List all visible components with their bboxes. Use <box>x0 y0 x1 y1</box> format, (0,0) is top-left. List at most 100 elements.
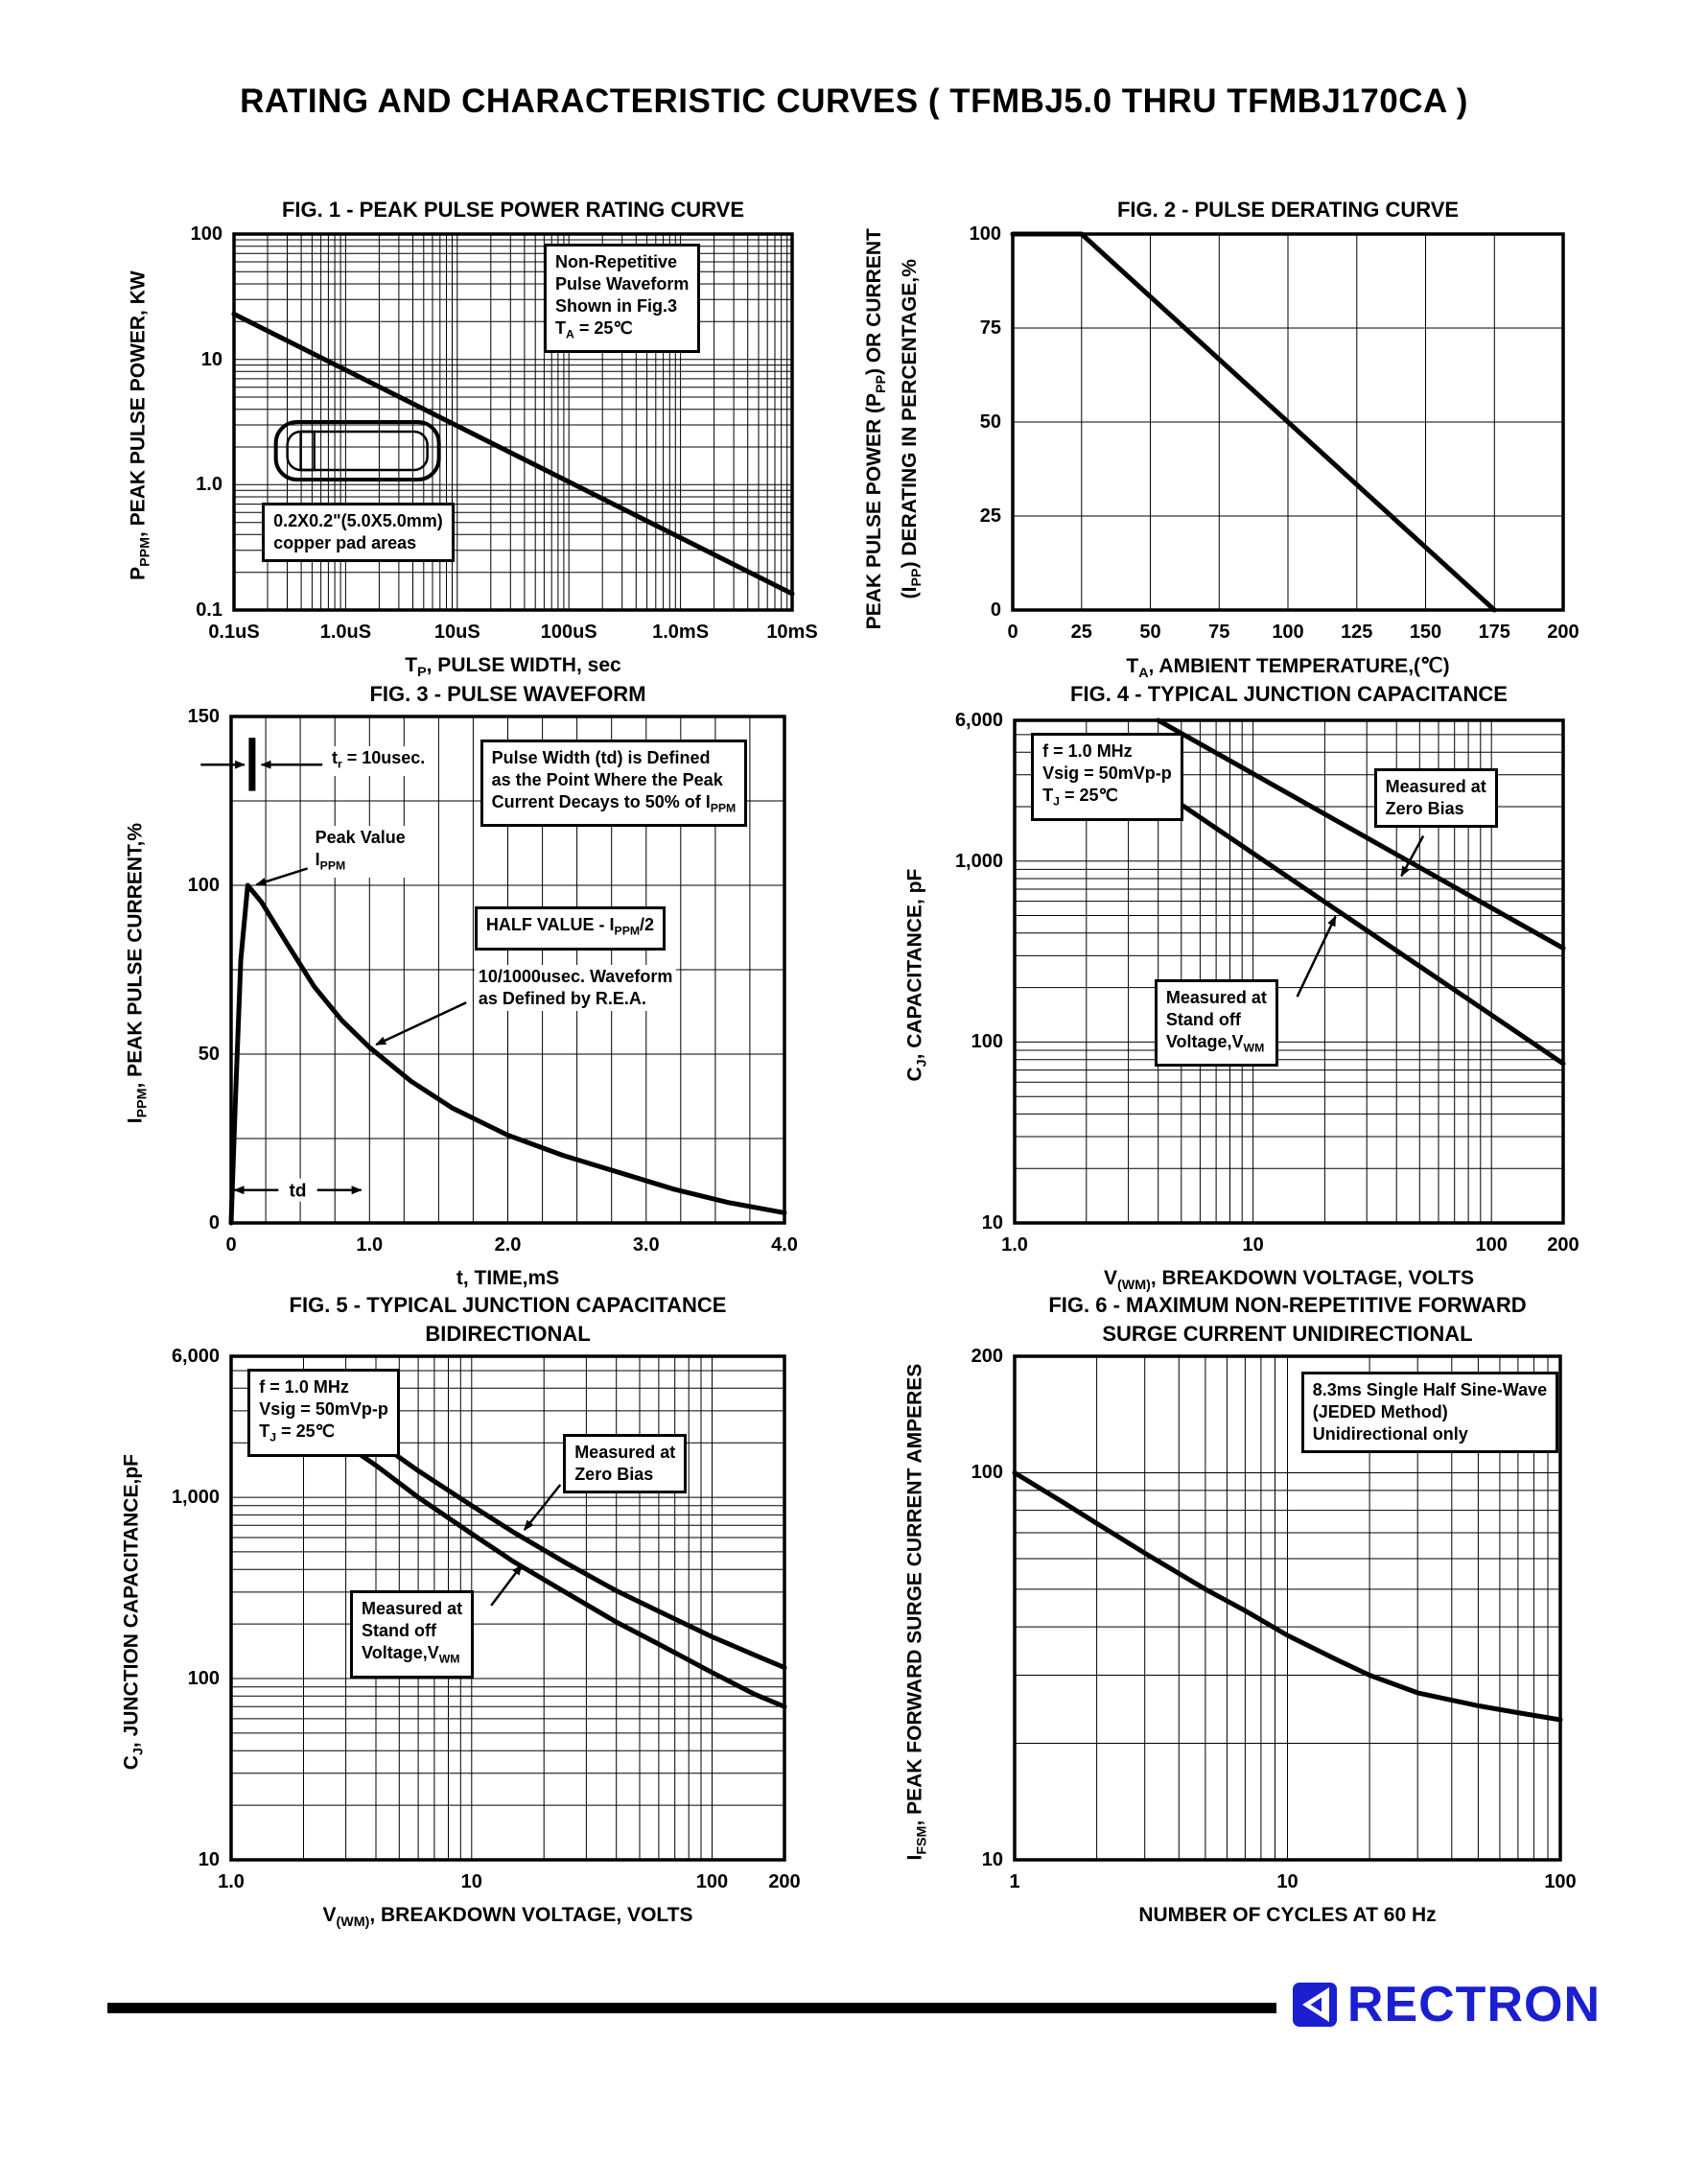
fig1-xtick: 1.0uS <box>319 622 372 643</box>
fig4-xlabel: V(WM), BREAKDOWN VOLTAGE, VOLTS <box>1103 1267 1475 1294</box>
fig2-title: FIG. 2 - PULSE DERATING CURVE <box>1116 198 1460 222</box>
fig1-xtick: 10uS <box>433 622 480 643</box>
fig3-xtick: 4.0 <box>771 1234 798 1256</box>
fig6-ytick: 200 <box>971 1346 1003 1367</box>
fig2-xtick: 25 <box>1070 622 1092 643</box>
fig1-xtick: 10mS <box>766 622 818 643</box>
fig2-xtick: 200 <box>1547 622 1579 643</box>
fig4-title: FIG. 4 - TYPICAL JUNCTION CAPACITANCE <box>1070 682 1508 706</box>
fig2-ytick: 25 <box>979 505 1001 527</box>
fig4-note-standoff: Measured at Stand off Voltage,VWM <box>1154 978 1278 1068</box>
fig2-xlabel: TA, AMBIENT TEMPERATURE,(℃) <box>1126 655 1450 682</box>
footer-rule <box>107 2003 1601 2013</box>
fig6-xtick: 1 <box>1009 1871 1020 1892</box>
fig1-series-peak-pulse-power <box>231 311 795 597</box>
fig5-xlabel: V(WM), BREAKDOWN VOLTAGE, VOLTS <box>322 1904 693 1931</box>
fig4-xtick: 10 <box>1242 1234 1264 1256</box>
fig3-note-tr: tr = 10usec. <box>327 745 430 777</box>
fig3-note-pulse-width: Pulse Width (td) is Defined as the Point … <box>480 739 748 828</box>
fig1-title: FIG. 1 - PEAK PULSE POWER RATING CURVE <box>281 198 744 222</box>
fig1-xlabel: TP, PULSE WIDTH, sec <box>405 654 621 681</box>
fig4-ytick: 100 <box>971 1031 1003 1053</box>
fig3-xtick: 0 <box>225 1234 237 1256</box>
fig2-xtick: 150 <box>1409 622 1442 643</box>
fig1-note-pad: 0.2X0.2"(5.0X5.0mm) copper pad areas <box>262 503 455 563</box>
fig4-series-zero-bias <box>1156 717 1566 951</box>
fig2-ytick: 100 <box>969 223 1001 245</box>
fig4-series-stand-off <box>1160 789 1566 1067</box>
fig5-note-standoff: Measured at Stand off Voltage,VWM <box>350 1590 475 1679</box>
fig6-title: FIG. 6 - MAXIMUM NON-REPETITIVE FORWARD S… <box>1048 1293 1527 1346</box>
fig5-series-zero-bias <box>343 1420 787 1671</box>
fig1-xtick: 0.1uS <box>208 622 260 643</box>
rectron-logo-icon <box>1292 1983 1337 2027</box>
fig3-note-rea: 10/1000usec. Waveform as Defined by R.E.A… <box>474 964 677 1011</box>
fig6-xtick: 100 <box>1544 1871 1577 1892</box>
fig1-xtick: 1.0mS <box>652 622 710 643</box>
fig4-ytick: 6,000 <box>954 710 1003 731</box>
fig4-xtick: 200 <box>1547 1234 1579 1256</box>
fig1-canvas <box>231 232 795 612</box>
fig6-ylabel: IFSM, PEAK FORWARD SURGE CURRENT AMPERES <box>903 1363 930 1861</box>
fig5-ytick: 10 <box>198 1849 220 1870</box>
fig2-ytick: 50 <box>979 411 1001 433</box>
fig1-ytick: 1.0 <box>196 474 222 496</box>
svg-text:td: td <box>290 1182 307 1202</box>
fig3-xtick: 1.0 <box>356 1234 384 1256</box>
fig5-series-stand-off <box>343 1442 787 1709</box>
fig5-xtick: 200 <box>768 1871 801 1892</box>
fig5-canvas <box>229 1354 787 1862</box>
fig2-xtick: 125 <box>1341 622 1373 643</box>
fig5-note-conditions: f = 1.0 MHz Vsig = 50mVp-p TJ = 25℃ <box>247 1369 400 1457</box>
fig5-xtick: 10 <box>460 1871 482 1892</box>
fig3-title: FIG. 3 - PULSE WAVEFORM <box>369 682 646 706</box>
fig3-xtick: 3.0 <box>632 1234 660 1256</box>
fig1-xtick: 100uS <box>540 622 597 643</box>
fig4-ytick: 10 <box>981 1212 1003 1233</box>
page-title: RATING AND CHARACTERISTIC CURVES ( TFMBJ… <box>240 82 1468 120</box>
rectron-logo: RECTRON <box>1275 1974 1601 2035</box>
fig6-ytick: 10 <box>981 1849 1003 1870</box>
fig2-xtick: 75 <box>1208 622 1230 643</box>
fig3-note-half-value: HALF VALUE - IPPM/2 <box>474 906 667 951</box>
fig6-series-surge-current <box>1012 1470 1563 1723</box>
fig3-ytick: 0 <box>208 1212 220 1233</box>
fig5-xtick: 1.0 <box>218 1871 245 1892</box>
fig5-ytick: 6,000 <box>171 1346 220 1367</box>
fig2-canvas <box>1010 231 1565 613</box>
fig3-xtick: 2.0 <box>494 1234 522 1256</box>
fig6-xlabel: NUMBER OF CYCLES AT 60 Hz <box>1138 1904 1437 1926</box>
rectron-wordmark: RECTRON <box>1346 1977 1601 2032</box>
fig2-xtick: 50 <box>1139 622 1161 643</box>
fig1-note-nonrepetitive: Non-Repetitive Pulse Waveform Shown in Fig… <box>544 243 701 354</box>
fig3-series-pulse-waveform <box>228 882 787 1226</box>
fig2-xtick: 175 <box>1478 622 1510 643</box>
fig1-ytick: 0.1 <box>196 599 222 621</box>
fig4-note-conditions: f = 1.0 MHz Vsig = 50mVp-p TJ = 25℃ <box>1031 733 1183 821</box>
fig6-note-method: 8.3ms Single Half Sine-Wave (JEDED Method… <box>1300 1371 1559 1453</box>
fig5-ylabel: CJ, JUNCTION CAPACITANCE,pF <box>120 1453 147 1770</box>
fig4-xtick: 100 <box>1475 1234 1508 1256</box>
fig4-ytick: 1,000 <box>954 850 1003 872</box>
fig5-title: FIG. 5 - TYPICAL JUNCTION CAPACITANCE BID… <box>289 1293 727 1346</box>
fig6-ytick: 100 <box>971 1462 1003 1484</box>
fig4-note-zero-bias: Measured at Zero Bias <box>1373 767 1498 828</box>
fig6-xtick: 10 <box>1276 1871 1299 1892</box>
fig3-ytick: 100 <box>187 875 220 896</box>
fig1-ytick: 100 <box>190 223 222 245</box>
fig5-xtick: 100 <box>695 1871 729 1892</box>
fig2-xtick: 0 <box>1007 622 1018 643</box>
fig5-note-zero-bias: Measured at Zero Bias <box>563 1434 688 1494</box>
fig5-ytick: 1,000 <box>171 1487 220 1509</box>
fig4-xtick: 1.0 <box>1001 1234 1028 1256</box>
fig3-ytick: 50 <box>198 1044 220 1065</box>
fig3-note-peak: Peak Value IPPM <box>311 825 409 879</box>
fig3-xlabel: t, TIME,mS <box>456 1267 560 1289</box>
smb-package-icon <box>273 420 441 482</box>
fig1-ytick: 10 <box>200 348 222 370</box>
fig3-ylabel: IPPM, PEAK PULSE CURRENT,% <box>124 822 151 1124</box>
fig2-xtick: 100 <box>1272 622 1304 643</box>
fig4-ylabel: CJ, CAPACITANCE, pF <box>903 868 930 1082</box>
fig5-ytick: 100 <box>187 1668 220 1690</box>
